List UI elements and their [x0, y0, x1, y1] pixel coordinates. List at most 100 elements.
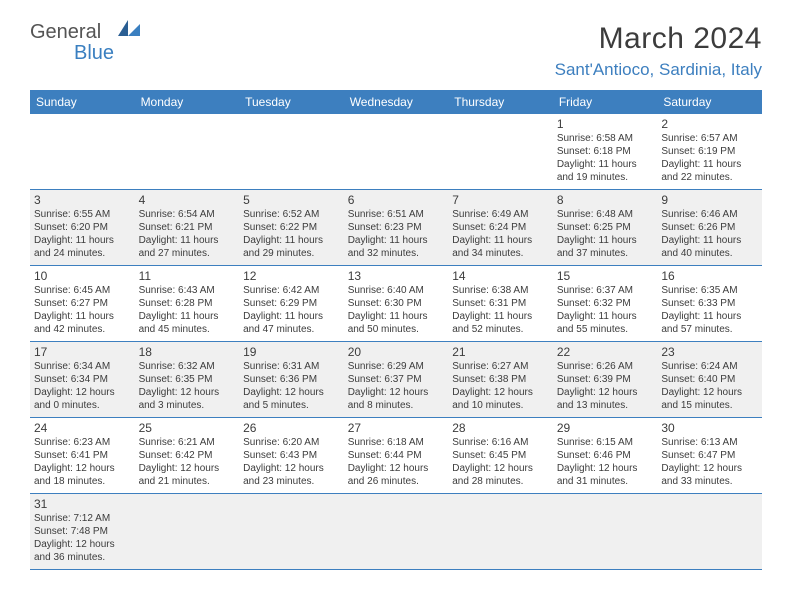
- calendar-week-row: 3Sunrise: 6:55 AMSunset: 6:20 PMDaylight…: [30, 190, 762, 266]
- daylight-line: Daylight: 12 hours: [452, 462, 549, 475]
- daylight-line: and 40 minutes.: [661, 247, 758, 260]
- day-number: 18: [139, 345, 236, 359]
- calendar-cell: 27Sunrise: 6:18 AMSunset: 6:44 PMDayligh…: [344, 418, 449, 494]
- calendar-cell: 21Sunrise: 6:27 AMSunset: 6:38 PMDayligh…: [448, 342, 553, 418]
- sunset-line: Sunset: 6:23 PM: [348, 221, 445, 234]
- daylight-line: Daylight: 12 hours: [557, 386, 654, 399]
- daylight-line: and 19 minutes.: [557, 171, 654, 184]
- sunset-line: Sunset: 6:33 PM: [661, 297, 758, 310]
- sunrise-line: Sunrise: 6:51 AM: [348, 208, 445, 221]
- sunset-line: Sunset: 6:47 PM: [661, 449, 758, 462]
- sunrise-line: Sunrise: 6:26 AM: [557, 360, 654, 373]
- sunset-line: Sunset: 7:48 PM: [34, 525, 131, 538]
- calendar-cell: 11Sunrise: 6:43 AMSunset: 6:28 PMDayligh…: [135, 266, 240, 342]
- sunset-line: Sunset: 6:26 PM: [661, 221, 758, 234]
- calendar-cell: [135, 114, 240, 190]
- day-number: 4: [139, 193, 236, 207]
- calendar-cell: 12Sunrise: 6:42 AMSunset: 6:29 PMDayligh…: [239, 266, 344, 342]
- sunrise-line: Sunrise: 6:21 AM: [139, 436, 236, 449]
- sunrise-line: Sunrise: 6:57 AM: [661, 132, 758, 145]
- sunset-line: Sunset: 6:43 PM: [243, 449, 340, 462]
- day-number: 27: [348, 421, 445, 435]
- calendar-cell: [448, 114, 553, 190]
- daylight-line: and 24 minutes.: [34, 247, 131, 260]
- calendar-week-row: 1Sunrise: 6:58 AMSunset: 6:18 PMDaylight…: [30, 114, 762, 190]
- day-number: 15: [557, 269, 654, 283]
- sunrise-line: Sunrise: 6:52 AM: [243, 208, 340, 221]
- sunrise-line: Sunrise: 6:48 AM: [557, 208, 654, 221]
- sunrise-line: Sunrise: 6:49 AM: [452, 208, 549, 221]
- location: Sant'Antioco, Sardinia, Italy: [555, 60, 762, 80]
- sunset-line: Sunset: 6:41 PM: [34, 449, 131, 462]
- sunrise-line: Sunrise: 6:35 AM: [661, 284, 758, 297]
- daylight-line: and 28 minutes.: [452, 475, 549, 488]
- calendar-cell: 1Sunrise: 6:58 AMSunset: 6:18 PMDaylight…: [553, 114, 658, 190]
- day-number: 13: [348, 269, 445, 283]
- day-number: 19: [243, 345, 340, 359]
- daylight-line: Daylight: 11 hours: [348, 234, 445, 247]
- sunrise-line: Sunrise: 6:23 AM: [34, 436, 131, 449]
- daylight-line: and 13 minutes.: [557, 399, 654, 412]
- sunset-line: Sunset: 6:31 PM: [452, 297, 549, 310]
- day-number: 17: [34, 345, 131, 359]
- daylight-line: Daylight: 12 hours: [661, 386, 758, 399]
- daylight-line: Daylight: 12 hours: [348, 386, 445, 399]
- sunset-line: Sunset: 6:37 PM: [348, 373, 445, 386]
- calendar-cell: 30Sunrise: 6:13 AMSunset: 6:47 PMDayligh…: [657, 418, 762, 494]
- daylight-line: Daylight: 11 hours: [139, 234, 236, 247]
- daylight-line: Daylight: 11 hours: [557, 158, 654, 171]
- calendar-cell: [239, 494, 344, 570]
- sunrise-line: Sunrise: 7:12 AM: [34, 512, 131, 525]
- sunset-line: Sunset: 6:21 PM: [139, 221, 236, 234]
- sunset-line: Sunset: 6:27 PM: [34, 297, 131, 310]
- sunset-line: Sunset: 6:35 PM: [139, 373, 236, 386]
- calendar-cell: [553, 494, 658, 570]
- daylight-line: and 45 minutes.: [139, 323, 236, 336]
- day-number: 3: [34, 193, 131, 207]
- day-number: 7: [452, 193, 549, 207]
- sunset-line: Sunset: 6:19 PM: [661, 145, 758, 158]
- calendar-cell: 24Sunrise: 6:23 AMSunset: 6:41 PMDayligh…: [30, 418, 135, 494]
- sunset-line: Sunset: 6:40 PM: [661, 373, 758, 386]
- daylight-line: and 55 minutes.: [557, 323, 654, 336]
- calendar-week-row: 24Sunrise: 6:23 AMSunset: 6:41 PMDayligh…: [30, 418, 762, 494]
- calendar-cell: 8Sunrise: 6:48 AMSunset: 6:25 PMDaylight…: [553, 190, 658, 266]
- daylight-line: and 8 minutes.: [348, 399, 445, 412]
- sunset-line: Sunset: 6:42 PM: [139, 449, 236, 462]
- calendar-cell: 23Sunrise: 6:24 AMSunset: 6:40 PMDayligh…: [657, 342, 762, 418]
- sunrise-line: Sunrise: 6:54 AM: [139, 208, 236, 221]
- sunset-line: Sunset: 6:46 PM: [557, 449, 654, 462]
- title-block: March 2024 Sant'Antioco, Sardinia, Italy: [555, 22, 762, 80]
- sunrise-line: Sunrise: 6:31 AM: [243, 360, 340, 373]
- sunrise-line: Sunrise: 6:34 AM: [34, 360, 131, 373]
- day-number: 12: [243, 269, 340, 283]
- calendar-cell: [657, 494, 762, 570]
- calendar-cell: 13Sunrise: 6:40 AMSunset: 6:30 PMDayligh…: [344, 266, 449, 342]
- calendar-week-row: 31Sunrise: 7:12 AMSunset: 7:48 PMDayligh…: [30, 494, 762, 570]
- day-number: 10: [34, 269, 131, 283]
- daylight-line: and 34 minutes.: [452, 247, 549, 260]
- daylight-line: Daylight: 12 hours: [243, 462, 340, 475]
- day-number: 9: [661, 193, 758, 207]
- sunrise-line: Sunrise: 6:40 AM: [348, 284, 445, 297]
- daylight-line: Daylight: 11 hours: [243, 234, 340, 247]
- daylight-line: Daylight: 11 hours: [661, 158, 758, 171]
- sunset-line: Sunset: 6:25 PM: [557, 221, 654, 234]
- daylight-line: and 57 minutes.: [661, 323, 758, 336]
- sunset-line: Sunset: 6:20 PM: [34, 221, 131, 234]
- daylight-line: Daylight: 11 hours: [661, 234, 758, 247]
- sunrise-line: Sunrise: 6:37 AM: [557, 284, 654, 297]
- daylight-line: Daylight: 12 hours: [661, 462, 758, 475]
- day-number: 28: [452, 421, 549, 435]
- sunset-line: Sunset: 6:30 PM: [348, 297, 445, 310]
- calendar-cell: 19Sunrise: 6:31 AMSunset: 6:36 PMDayligh…: [239, 342, 344, 418]
- flag-icon: [118, 20, 144, 45]
- daylight-line: Daylight: 11 hours: [452, 310, 549, 323]
- calendar-cell: 28Sunrise: 6:16 AMSunset: 6:45 PMDayligh…: [448, 418, 553, 494]
- calendar-cell: 20Sunrise: 6:29 AMSunset: 6:37 PMDayligh…: [344, 342, 449, 418]
- calendar-cell: 25Sunrise: 6:21 AMSunset: 6:42 PMDayligh…: [135, 418, 240, 494]
- calendar-cell: [344, 494, 449, 570]
- calendar-cell: 15Sunrise: 6:37 AMSunset: 6:32 PMDayligh…: [553, 266, 658, 342]
- calendar-cell: [135, 494, 240, 570]
- calendar-cell: 4Sunrise: 6:54 AMSunset: 6:21 PMDaylight…: [135, 190, 240, 266]
